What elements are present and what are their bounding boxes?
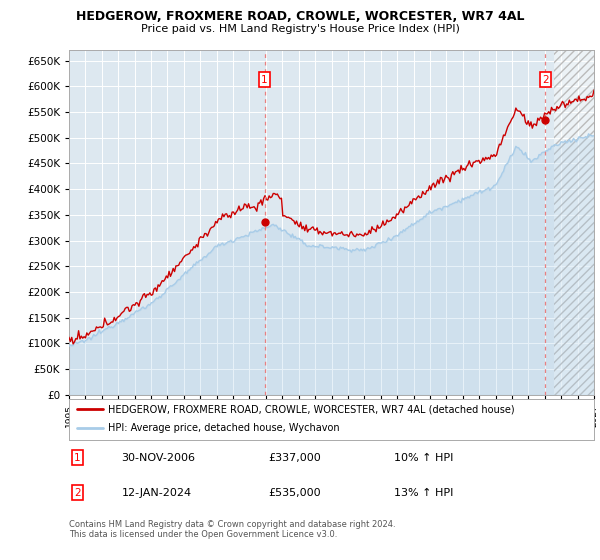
Text: £337,000: £337,000 bbox=[269, 453, 321, 463]
Text: 2: 2 bbox=[542, 74, 549, 85]
Text: HEDGEROW, FROXMERE ROAD, CROWLE, WORCESTER, WR7 4AL (detached house): HEDGEROW, FROXMERE ROAD, CROWLE, WORCEST… bbox=[109, 404, 515, 414]
Text: 12-JAN-2024: 12-JAN-2024 bbox=[121, 488, 191, 498]
Text: 1: 1 bbox=[261, 74, 268, 85]
Text: Price paid vs. HM Land Registry's House Price Index (HPI): Price paid vs. HM Land Registry's House … bbox=[140, 24, 460, 34]
Text: 1: 1 bbox=[74, 453, 81, 463]
Text: HEDGEROW, FROXMERE ROAD, CROWLE, WORCESTER, WR7 4AL: HEDGEROW, FROXMERE ROAD, CROWLE, WORCEST… bbox=[76, 10, 524, 23]
Text: Contains HM Land Registry data © Crown copyright and database right 2024.
This d: Contains HM Land Registry data © Crown c… bbox=[69, 520, 395, 539]
Text: 2: 2 bbox=[74, 488, 81, 498]
Text: £535,000: £535,000 bbox=[269, 488, 321, 498]
Text: 10% ↑ HPI: 10% ↑ HPI bbox=[395, 453, 454, 463]
Text: HPI: Average price, detached house, Wychavon: HPI: Average price, detached house, Wych… bbox=[109, 423, 340, 433]
Text: 13% ↑ HPI: 13% ↑ HPI bbox=[395, 488, 454, 498]
Text: 30-NOV-2006: 30-NOV-2006 bbox=[121, 453, 196, 463]
